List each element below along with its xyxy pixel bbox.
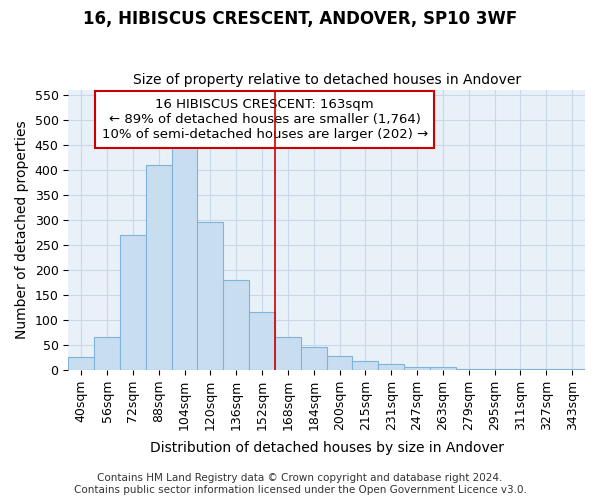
- Bar: [533, 368, 559, 370]
- Bar: [275, 337, 301, 370]
- Bar: [223, 280, 249, 370]
- Bar: [379, 364, 404, 370]
- Bar: [146, 164, 172, 370]
- Bar: [430, 367, 456, 370]
- Text: Contains HM Land Registry data © Crown copyright and database right 2024.
Contai: Contains HM Land Registry data © Crown c…: [74, 474, 526, 495]
- Bar: [68, 357, 94, 370]
- Y-axis label: Number of detached properties: Number of detached properties: [15, 120, 29, 339]
- Text: 16 HIBISCUS CRESCENT: 163sqm
← 89% of detached houses are smaller (1,764)
10% of: 16 HIBISCUS CRESCENT: 163sqm ← 89% of de…: [101, 98, 428, 141]
- Bar: [482, 368, 508, 370]
- Text: 16, HIBISCUS CRESCENT, ANDOVER, SP10 3WF: 16, HIBISCUS CRESCENT, ANDOVER, SP10 3WF: [83, 10, 517, 28]
- Bar: [352, 361, 379, 370]
- Bar: [301, 347, 326, 370]
- Bar: [197, 222, 223, 370]
- Bar: [326, 356, 352, 370]
- Bar: [94, 337, 120, 370]
- Bar: [508, 368, 533, 370]
- Bar: [456, 368, 482, 370]
- X-axis label: Distribution of detached houses by size in Andover: Distribution of detached houses by size …: [149, 441, 503, 455]
- Bar: [404, 367, 430, 370]
- Bar: [172, 142, 197, 370]
- Title: Size of property relative to detached houses in Andover: Size of property relative to detached ho…: [133, 73, 521, 87]
- Bar: [559, 368, 585, 370]
- Bar: [120, 234, 146, 370]
- Bar: [249, 312, 275, 370]
